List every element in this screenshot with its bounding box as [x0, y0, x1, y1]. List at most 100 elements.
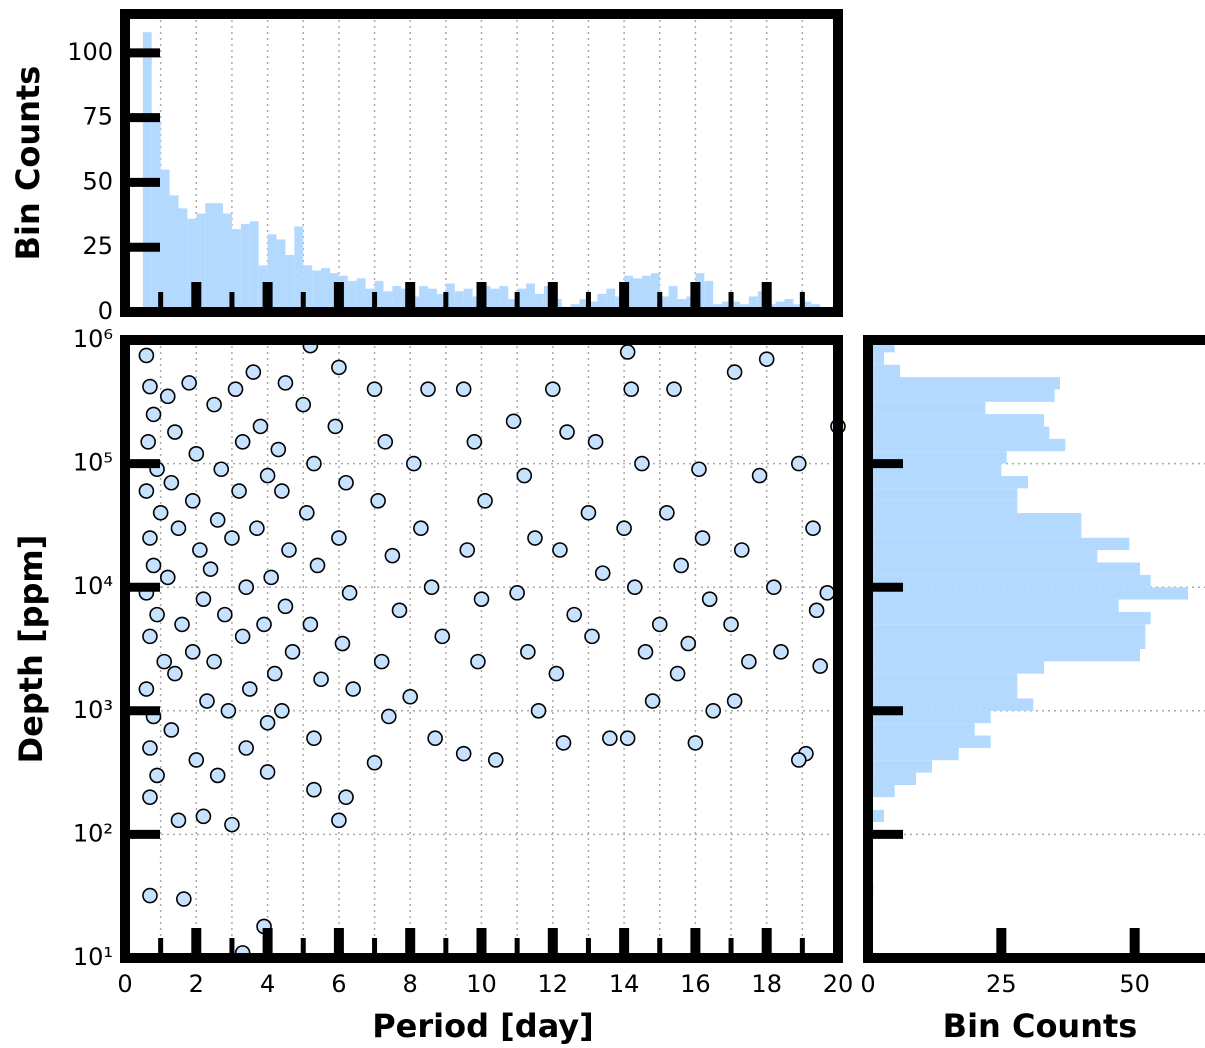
- point: [366, 754, 383, 771]
- point: [199, 693, 215, 709]
- bar: [285, 254, 295, 312]
- y-axis-label: Bin Counts: [9, 66, 47, 261]
- point: [184, 493, 201, 509]
- bar: [784, 299, 794, 312]
- point: [455, 381, 472, 397]
- point: [206, 653, 222, 670]
- y-tick-label: 10²: [73, 819, 113, 847]
- bar: [868, 587, 1188, 600]
- point: [163, 722, 180, 738]
- point: [142, 530, 158, 546]
- point: [220, 702, 237, 719]
- point: [224, 530, 240, 546]
- point: [634, 455, 650, 472]
- point: [170, 812, 187, 829]
- point: [341, 585, 358, 601]
- x-tick-label: 2: [189, 970, 204, 998]
- point: [466, 434, 483, 450]
- point: [733, 542, 750, 558]
- bar: [677, 299, 687, 312]
- y-tick-label: 10¹: [73, 943, 113, 971]
- point: [313, 671, 329, 688]
- point: [626, 579, 643, 596]
- point: [140, 434, 156, 450]
- point: [281, 542, 297, 558]
- point: [819, 585, 836, 601]
- point: [377, 434, 394, 450]
- point: [266, 665, 283, 682]
- bar: [868, 389, 1055, 402]
- bar: [276, 239, 286, 312]
- point: [651, 616, 668, 633]
- bar: [868, 785, 895, 798]
- point: [331, 359, 347, 376]
- point: [156, 653, 173, 670]
- point: [584, 628, 600, 645]
- point: [209, 767, 226, 784]
- point: [159, 569, 176, 586]
- point: [145, 406, 162, 423]
- x-tick-label: 6: [331, 970, 346, 998]
- point: [209, 512, 226, 528]
- point: [766, 579, 782, 596]
- point: [142, 789, 158, 805]
- point: [516, 467, 533, 484]
- bar: [868, 438, 1066, 452]
- point: [555, 735, 572, 751]
- x-tick-label: 4: [260, 970, 275, 998]
- point: [309, 557, 326, 574]
- bar: [868, 426, 1050, 439]
- bar: [534, 293, 544, 312]
- bar: [868, 537, 1130, 551]
- bar: [868, 636, 1146, 650]
- bar: [868, 698, 1034, 711]
- point: [259, 764, 276, 780]
- point: [373, 653, 390, 670]
- point: [284, 644, 301, 660]
- point: [138, 347, 155, 364]
- point: [206, 396, 222, 413]
- bar: [205, 203, 215, 312]
- point: [306, 730, 322, 747]
- point: [331, 812, 347, 829]
- x-tick-label: 0: [117, 970, 132, 998]
- point: [192, 542, 208, 558]
- point: [644, 693, 661, 709]
- point: [227, 381, 244, 397]
- point: [587, 434, 604, 450]
- point: [159, 388, 176, 405]
- bar: [160, 169, 170, 312]
- point: [391, 602, 408, 619]
- bar: [419, 286, 429, 312]
- x-tick-label: 50: [1119, 970, 1150, 998]
- point: [473, 591, 490, 607]
- point: [274, 483, 290, 499]
- point: [520, 644, 536, 660]
- point: [331, 530, 347, 546]
- point: [370, 493, 386, 509]
- x-axis-label: Period [day]: [372, 1007, 594, 1045]
- point: [138, 681, 155, 697]
- point: [459, 542, 476, 558]
- point: [170, 520, 187, 537]
- bar: [868, 735, 991, 748]
- point: [680, 635, 697, 652]
- bar: [454, 291, 464, 312]
- point: [552, 542, 568, 558]
- x-tick-label: 0: [860, 970, 875, 998]
- point: [505, 413, 522, 430]
- bar: [868, 550, 1098, 563]
- point: [274, 702, 290, 719]
- point: [602, 730, 618, 747]
- point: [327, 418, 344, 435]
- point: [306, 781, 322, 798]
- bar: [445, 283, 455, 312]
- x-tick-label: 14: [609, 970, 640, 998]
- point: [616, 520, 632, 537]
- y-tick-label: 0: [98, 297, 113, 325]
- point: [184, 644, 201, 660]
- bar: [508, 299, 518, 312]
- bar: [303, 265, 313, 312]
- bar: [169, 195, 179, 312]
- point: [259, 714, 276, 731]
